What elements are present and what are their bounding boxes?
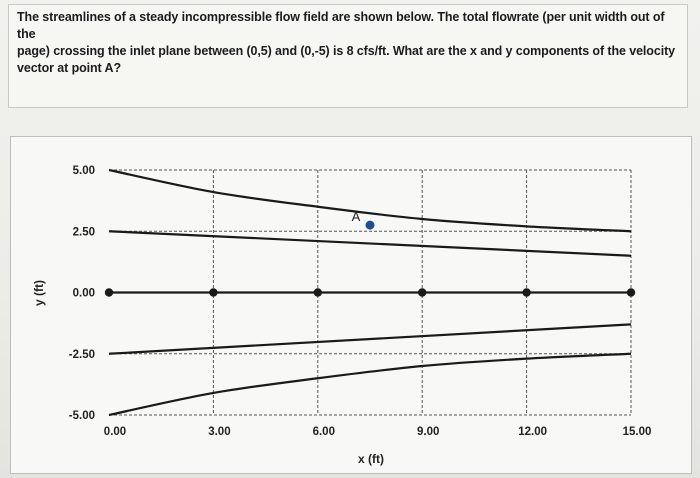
point-a-marker bbox=[365, 220, 375, 230]
streamline-4 bbox=[108, 323, 632, 355]
x-tick-label-0: 0.00 bbox=[104, 426, 126, 438]
question-text: The streamlines of a steady incompressib… bbox=[17, 9, 681, 77]
streamline-chart: 5.00 2.50 0.00 -2.50 -5.00 0.00 3.00 6.00 9.00 12… bbox=[32, 165, 652, 466]
streamline-3-marker-1 bbox=[209, 288, 218, 297]
y-tick-label-3: -2.50 bbox=[69, 349, 95, 361]
x-tick-label-4: 12.00 bbox=[518, 426, 547, 438]
y-tick-label-4: -5.00 bbox=[69, 410, 95, 422]
question-line-1: The streamlines of a steady incompressib… bbox=[17, 10, 665, 41]
streamline-5 bbox=[108, 352, 632, 417]
x-axis-label: x (ft) bbox=[358, 452, 384, 466]
question-box: The streamlines of a steady incompressib… bbox=[8, 4, 688, 108]
tick-layer: 5.00 2.50 0.00 -2.50 -5.00 0.00 3.00 6.00 9.00 12… bbox=[69, 165, 652, 438]
streamline-2 bbox=[108, 230, 632, 257]
question-line-3: vector at point A? bbox=[17, 61, 121, 75]
x-tick-label-2: 6.00 bbox=[313, 426, 335, 438]
y-axis-label: y (ft) bbox=[32, 280, 46, 306]
series-layer bbox=[104, 168, 636, 417]
streamline-3-marker-5 bbox=[626, 288, 636, 297]
point-layer: A bbox=[352, 209, 375, 230]
y-tick-label-2: 0.00 bbox=[73, 288, 95, 300]
streamline-3-marker-3 bbox=[418, 288, 427, 297]
question-line-2: page) crossing the inlet plane between (… bbox=[17, 44, 675, 58]
streamline-1 bbox=[108, 168, 632, 233]
x-tick-label-3: 9.00 bbox=[417, 426, 439, 438]
x-tick-label-5: 15.00 bbox=[623, 426, 652, 438]
streamline-3-marker-0 bbox=[104, 288, 114, 297]
point-a-label: A bbox=[352, 209, 361, 224]
streamline-3-marker-2 bbox=[313, 288, 322, 297]
y-tick-label-1: 2.50 bbox=[73, 226, 95, 238]
chart-frame: 5.00 2.50 0.00 -2.50 -5.00 0.00 3.00 6.00 9.00 12… bbox=[10, 136, 692, 474]
y-tick-label-0: 5.00 bbox=[73, 165, 95, 177]
x-tick-label-1: 3.00 bbox=[208, 426, 230, 438]
streamline-3-marker-4 bbox=[522, 288, 531, 297]
